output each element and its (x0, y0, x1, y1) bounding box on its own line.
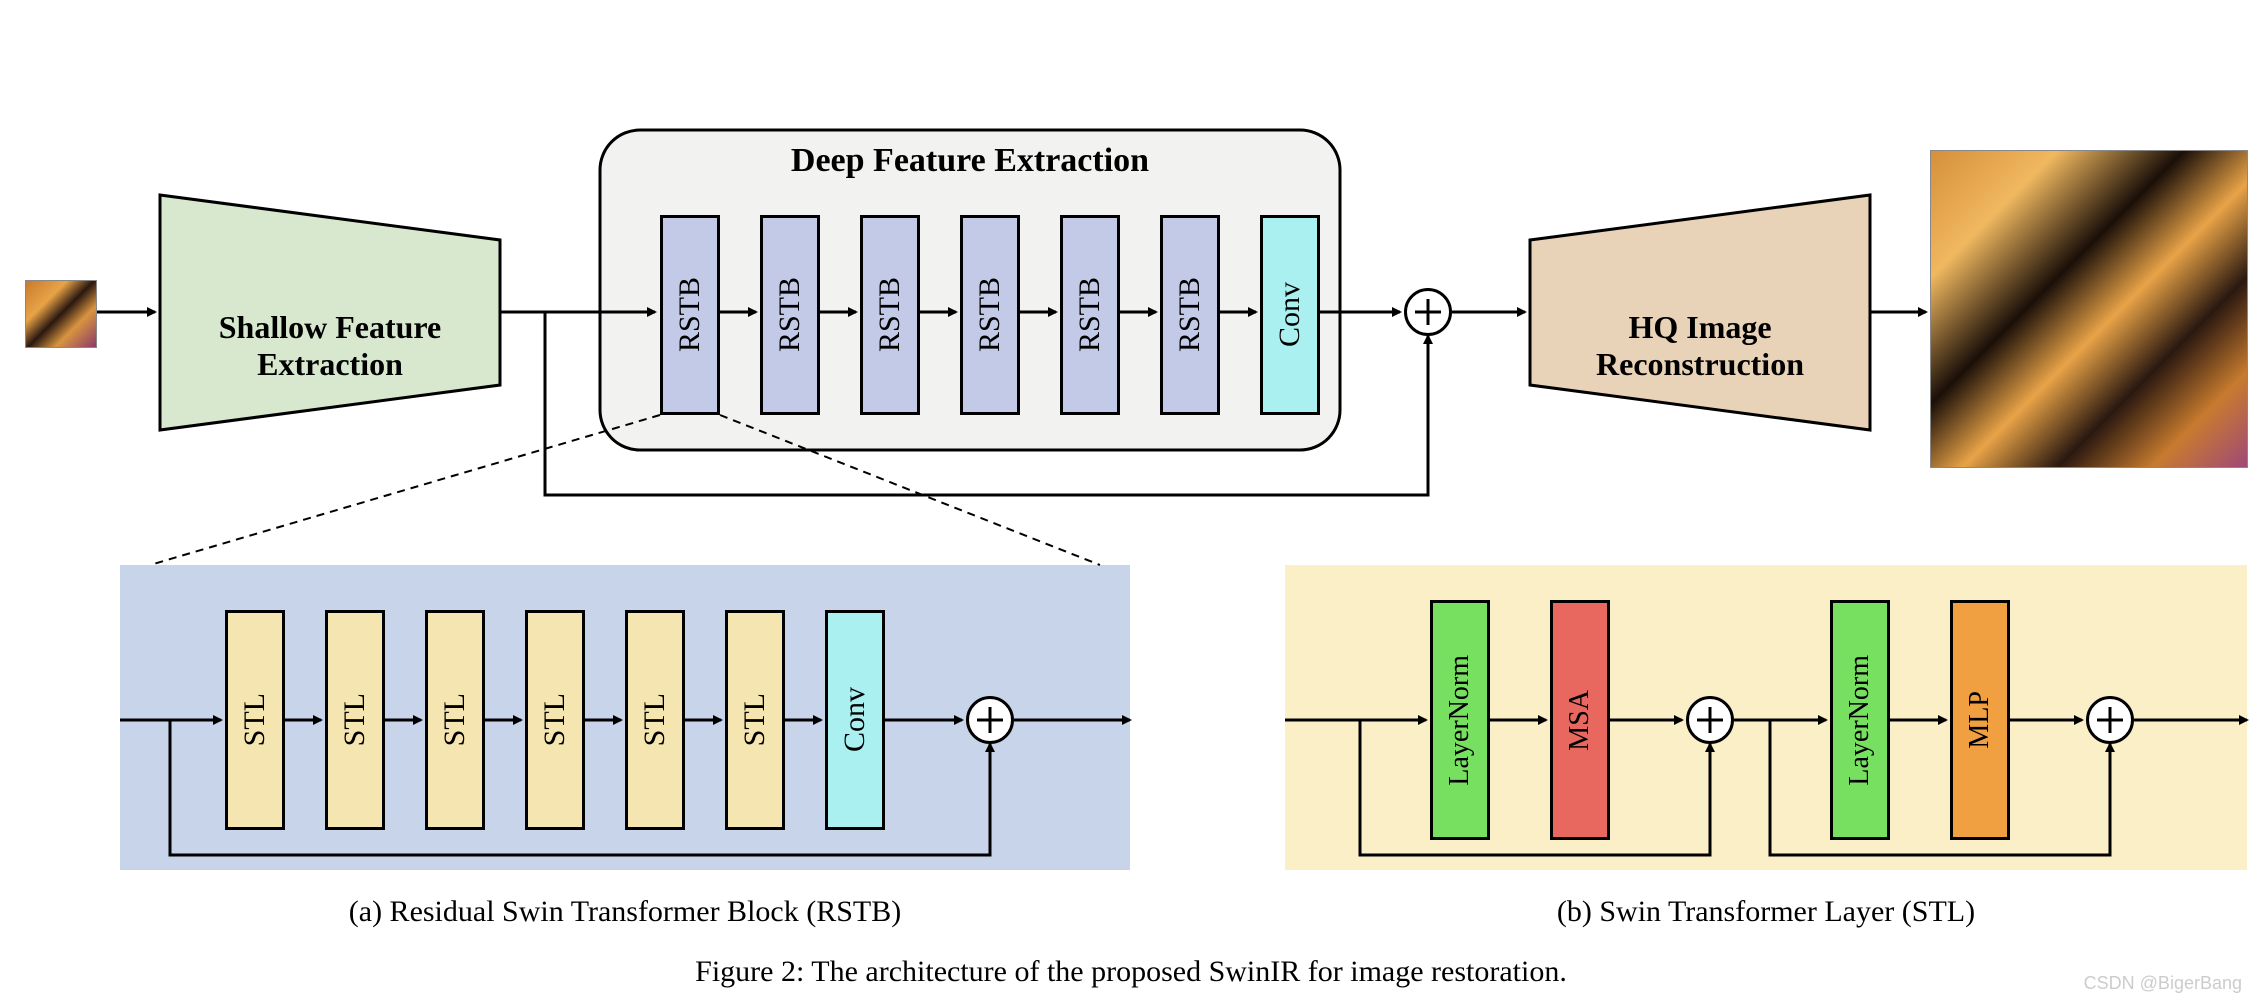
rstb-block-stl-2: STL (425, 610, 485, 830)
deep-block-label-5: RSTB (1173, 277, 1207, 352)
rstb-block-stl-0: STL (225, 610, 285, 830)
output-image-thumb (1930, 150, 2248, 468)
rstb-block-stl-1: STL (325, 610, 385, 830)
add-op-panel-b-2 (2086, 696, 2134, 744)
input-image-thumb (25, 280, 97, 348)
deep-block-rstb-2: RSTB (860, 215, 920, 415)
stl-block-layernorm-2: LayerNorm (1830, 600, 1890, 840)
panel-a-caption: (a) Residual Swin Transformer Block (RST… (175, 895, 1075, 929)
rstb-block-label-1: STL (338, 693, 372, 746)
hq-line: HQ Image Reconstruction (1596, 309, 1804, 382)
stl-block-mlp-3: MLP (1950, 600, 2010, 840)
deep-block-rstb-3: RSTB (960, 215, 1020, 415)
shallow-feature-label: Shallow Feature Extraction (130, 272, 530, 382)
deep-block-rstb-0: RSTB (660, 215, 720, 415)
add-op-panel-a (966, 696, 1014, 744)
stl-block-msa-1: MSA (1550, 600, 1610, 840)
deep-block-label-2: RSTB (873, 277, 907, 352)
deep-block-label-6: Conv (1273, 282, 1307, 347)
hq-reconstruction-label: HQ Image Reconstruction (1500, 272, 1900, 382)
stl-block-layernorm-0: LayerNorm (1430, 600, 1490, 840)
watermark: CSDN @BigerBang (2084, 973, 2242, 994)
stl-block-label-2: LayerNorm (1844, 655, 1876, 786)
rstb-block-label-2: STL (438, 693, 472, 746)
panel-b-caption: (b) Swin Transformer Layer (STL) (1316, 895, 2216, 929)
stl-block-label-0: LayerNorm (1444, 655, 1476, 786)
deep-block-rstb-4: RSTB (1060, 215, 1120, 415)
figure-caption: Figure 2: The architecture of the propos… (431, 955, 1831, 989)
deep-block-label-3: RSTB (973, 277, 1007, 352)
rstb-block-label-5: STL (738, 693, 772, 746)
deep-block-label-1: RSTB (773, 277, 807, 352)
deep-block-label-4: RSTB (1073, 277, 1107, 352)
add-op-top (1404, 288, 1452, 336)
deep-block-rstb-5: RSTB (1160, 215, 1220, 415)
rstb-block-stl-4: STL (625, 610, 685, 830)
shallow-line1: Shallow Feature Extraction (219, 309, 442, 382)
rstb-block-label-6: Conv (838, 687, 872, 752)
deep-block-conv-6: Conv (1260, 215, 1320, 415)
rstb-block-label-4: STL (638, 693, 672, 746)
deep-block-rstb-1: RSTB (760, 215, 820, 415)
rstb-block-stl-3: STL (525, 610, 585, 830)
add-op-panel-b-1 (1686, 696, 1734, 744)
rstb-block-label-0: STL (238, 693, 272, 746)
rstb-block-conv-6: Conv (825, 610, 885, 830)
figure-canvas: Shallow Feature Extraction Deep Feature … (0, 0, 2262, 1002)
rstb-block-label-3: STL (538, 693, 572, 746)
stl-block-label-1: MSA (1564, 690, 1596, 751)
rstb-block-stl-5: STL (725, 610, 785, 830)
stl-block-label-3: MLP (1964, 691, 1996, 749)
deep-feature-title: Deep Feature Extraction (600, 142, 1340, 180)
deep-block-label-0: RSTB (673, 277, 707, 352)
